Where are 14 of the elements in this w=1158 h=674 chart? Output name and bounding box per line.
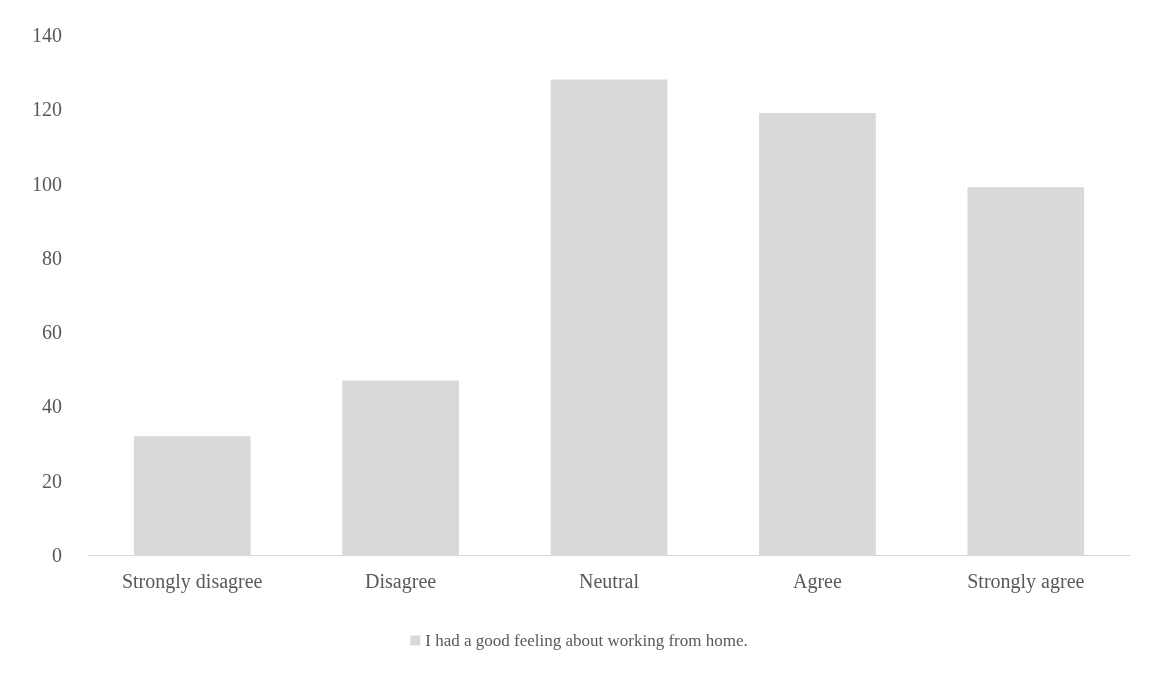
y-tick-label: 40 xyxy=(42,395,62,418)
x-tick-label: Agree xyxy=(792,570,842,593)
y-tick-label: 100 xyxy=(32,172,62,195)
y-tick-label: 20 xyxy=(42,469,62,492)
x-tick-label: Strongly agree xyxy=(967,570,1085,593)
y-tick-label: 80 xyxy=(42,246,62,269)
y-tick-label: 60 xyxy=(42,321,62,344)
y-tick-label: 140 xyxy=(32,24,62,46)
y-tick-label: 120 xyxy=(32,98,62,121)
legend-label: I had a good feeling about working from home. xyxy=(425,631,748,650)
x-tick-label: Disagree xyxy=(365,570,437,593)
y-tick-label: 0 xyxy=(52,544,62,566)
x-tick-label: Neutral xyxy=(579,570,640,592)
x-tick-label: Strongly disagree xyxy=(121,570,263,593)
